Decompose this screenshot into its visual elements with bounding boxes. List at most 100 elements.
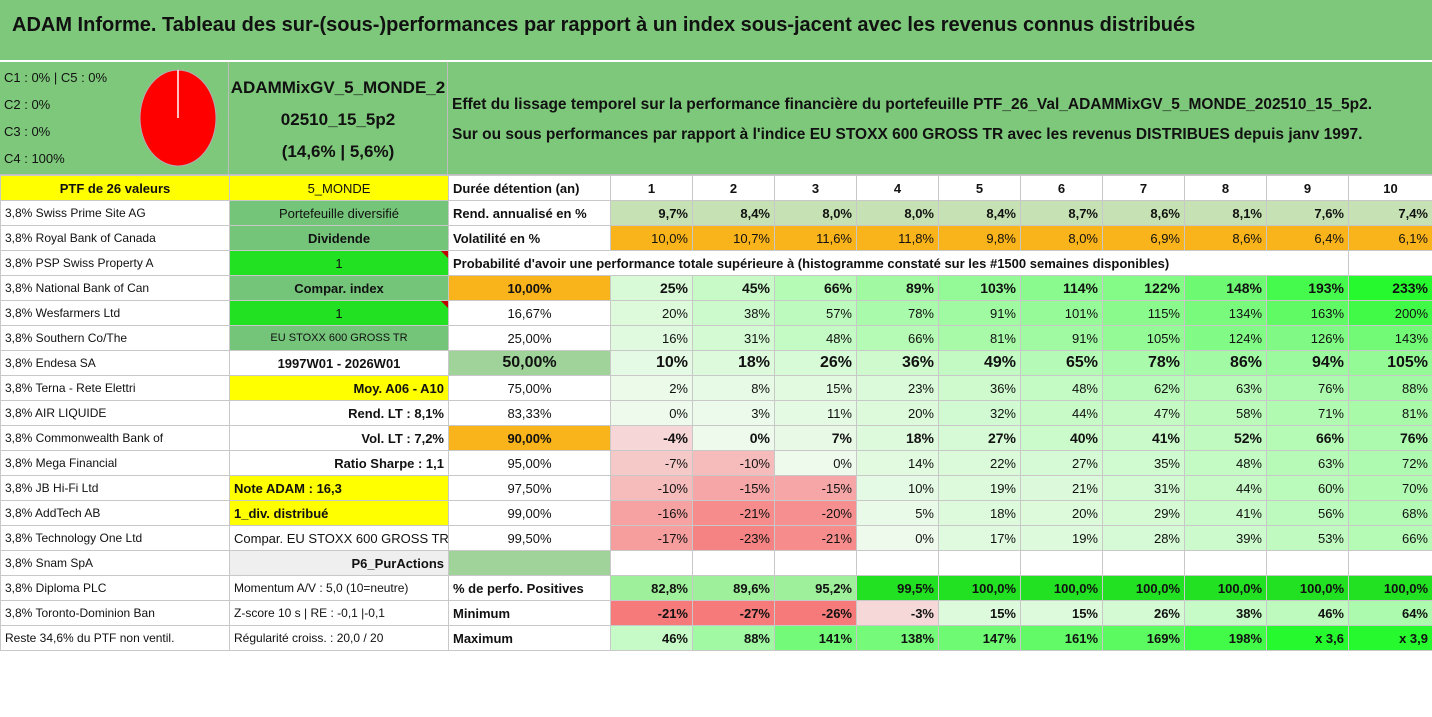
probability-value[interactable]: 66% <box>1266 425 1349 451</box>
positive-cell[interactable]: 100,0% <box>938 575 1021 601</box>
minimum-cell[interactable]: -21% <box>610 600 693 626</box>
year-header[interactable]: 4 <box>856 175 939 201</box>
holding-label[interactable]: 3,8% Technology One Ltd <box>0 525 230 551</box>
probability-value[interactable]: 18% <box>692 350 775 376</box>
info-cell[interactable]: Régularité croiss. : 20,0 / 20 <box>229 625 449 651</box>
probability-value[interactable]: 58% <box>1184 400 1267 426</box>
empty-cell[interactable] <box>1266 550 1349 576</box>
info-cell[interactable]: Note ADAM : 16,3 <box>229 475 449 501</box>
probability-value[interactable]: 39% <box>1184 525 1267 551</box>
probability-value[interactable]: -15% <box>692 475 775 501</box>
probability-value[interactable]: 31% <box>692 325 775 351</box>
probability-value[interactable]: -20% <box>774 500 857 526</box>
minimum-cell[interactable]: 15% <box>1020 600 1103 626</box>
empty-cell[interactable] <box>938 550 1021 576</box>
probability-value[interactable]: 148% <box>1184 275 1267 301</box>
rend-cell[interactable]: 8,0% <box>856 200 939 226</box>
vol-cell[interactable]: 11,6% <box>774 225 857 251</box>
positive-cell[interactable]: 100,0% <box>1266 575 1349 601</box>
probability-value[interactable]: 44% <box>1020 400 1103 426</box>
probability-value[interactable]: 68% <box>1348 500 1432 526</box>
rend-cell[interactable]: 8,0% <box>774 200 857 226</box>
maximum-cell[interactable]: x 3,6 <box>1266 625 1349 651</box>
probability-value[interactable]: 40% <box>1020 425 1103 451</box>
positive-cell[interactable]: 100,0% <box>1020 575 1103 601</box>
probability-value[interactable]: 81% <box>1348 400 1432 426</box>
holding-label[interactable]: Reste 34,6% du PTF non ventil. <box>0 625 230 651</box>
probability-value[interactable]: 28% <box>1102 525 1185 551</box>
minimum-cell[interactable]: 46% <box>1266 600 1349 626</box>
probability-value[interactable]: 88% <box>1348 375 1432 401</box>
info-cell[interactable]: Compar. index <box>229 275 449 301</box>
rend-cell[interactable]: 9,7% <box>610 200 693 226</box>
probability-value[interactable]: 18% <box>938 500 1021 526</box>
vol-cell[interactable]: 8,0% <box>1020 225 1103 251</box>
year-header[interactable]: 3 <box>774 175 857 201</box>
empty-cell[interactable] <box>610 550 693 576</box>
probability-value[interactable]: 57% <box>774 300 857 326</box>
probability-value[interactable]: 66% <box>856 325 939 351</box>
probability-value[interactable]: 8% <box>692 375 775 401</box>
probability-level[interactable]: 25,00% <box>448 325 611 351</box>
info-cell[interactable]: 1997W01 - 2026W01 <box>229 350 449 376</box>
rend-cell[interactable]: 8,4% <box>692 200 775 226</box>
holding-label[interactable]: 3,8% Southern Co/The <box>0 325 230 351</box>
info-cell[interactable]: Compar. EU STOXX 600 GROSS TR <box>229 525 449 551</box>
minimum-cell[interactable]: -3% <box>856 600 939 626</box>
empty-cell[interactable] <box>1184 550 1267 576</box>
probability-value[interactable]: 45% <box>692 275 775 301</box>
holding-label[interactable]: 3,8% PSP Swiss Property A <box>0 250 230 276</box>
info-cell[interactable]: Portefeuille diversifié <box>229 200 449 226</box>
probability-value[interactable]: 3% <box>692 400 775 426</box>
probability-value[interactable]: 200% <box>1348 300 1432 326</box>
probability-value[interactable]: 70% <box>1348 475 1432 501</box>
probability-value[interactable]: 105% <box>1348 350 1432 376</box>
year-header[interactable]: 6 <box>1020 175 1103 201</box>
minimum-label[interactable]: Minimum <box>448 600 611 626</box>
probability-value[interactable]: 122% <box>1102 275 1185 301</box>
probability-value[interactable]: 114% <box>1020 275 1103 301</box>
holding-label[interactable]: 3,8% Endesa SA <box>0 350 230 376</box>
probability-value[interactable]: 19% <box>938 475 1021 501</box>
probability-value[interactable]: 52% <box>1184 425 1267 451</box>
probability-value[interactable]: 32% <box>938 400 1021 426</box>
maximum-cell[interactable]: 169% <box>1102 625 1185 651</box>
probability-value[interactable]: 47% <box>1102 400 1185 426</box>
positive-cell[interactable]: 100,0% <box>1102 575 1185 601</box>
probability-value[interactable]: 78% <box>856 300 939 326</box>
probability-value[interactable]: 20% <box>856 400 939 426</box>
info-cell[interactable]: Vol. LT : 7,2% <box>229 425 449 451</box>
probability-value[interactable]: -21% <box>774 525 857 551</box>
positive-cell[interactable]: 100,0% <box>1184 575 1267 601</box>
probability-value[interactable]: 41% <box>1184 500 1267 526</box>
probability-level[interactable]: 99,00% <box>448 500 611 526</box>
holding-label[interactable]: 3,8% Snam SpA <box>0 550 230 576</box>
info-cell[interactable]: P6_PurActions <box>229 550 449 576</box>
positive-cell[interactable]: 99,5% <box>856 575 939 601</box>
rend-cell[interactable]: 8,4% <box>938 200 1021 226</box>
positive-label[interactable]: % de perfo. Positives <box>448 575 611 601</box>
probability-value[interactable]: 36% <box>938 375 1021 401</box>
holding-label[interactable]: 3,8% Commonwealth Bank of <box>0 425 230 451</box>
probability-value[interactable]: 17% <box>938 525 1021 551</box>
probability-value[interactable]: 41% <box>1102 425 1185 451</box>
holding-label[interactable]: 3,8% Royal Bank of Canada <box>0 225 230 251</box>
rend-cell[interactable]: 8,6% <box>1102 200 1185 226</box>
probability-value[interactable]: 19% <box>1020 525 1103 551</box>
probability-value[interactable]: 44% <box>1184 475 1267 501</box>
info-cell[interactable]: 1 <box>229 250 449 276</box>
probability-value[interactable]: -10% <box>610 475 693 501</box>
probability-level[interactable]: 95,00% <box>448 450 611 476</box>
info-cell[interactable]: 1_div. distribué <box>229 500 449 526</box>
info-cell[interactable]: 1 <box>229 300 449 326</box>
probability-value[interactable]: 48% <box>1020 375 1103 401</box>
minimum-cell[interactable]: 26% <box>1102 600 1185 626</box>
minimum-cell[interactable]: 38% <box>1184 600 1267 626</box>
vol-cell[interactable]: 6,1% <box>1348 225 1432 251</box>
probability-value[interactable]: 53% <box>1266 525 1349 551</box>
probability-value[interactable]: -10% <box>692 450 775 476</box>
probability-value[interactable]: 5% <box>856 500 939 526</box>
probability-value[interactable]: 36% <box>856 350 939 376</box>
maximum-label[interactable]: Maximum <box>448 625 611 651</box>
holding-label[interactable]: 3,8% Mega Financial <box>0 450 230 476</box>
